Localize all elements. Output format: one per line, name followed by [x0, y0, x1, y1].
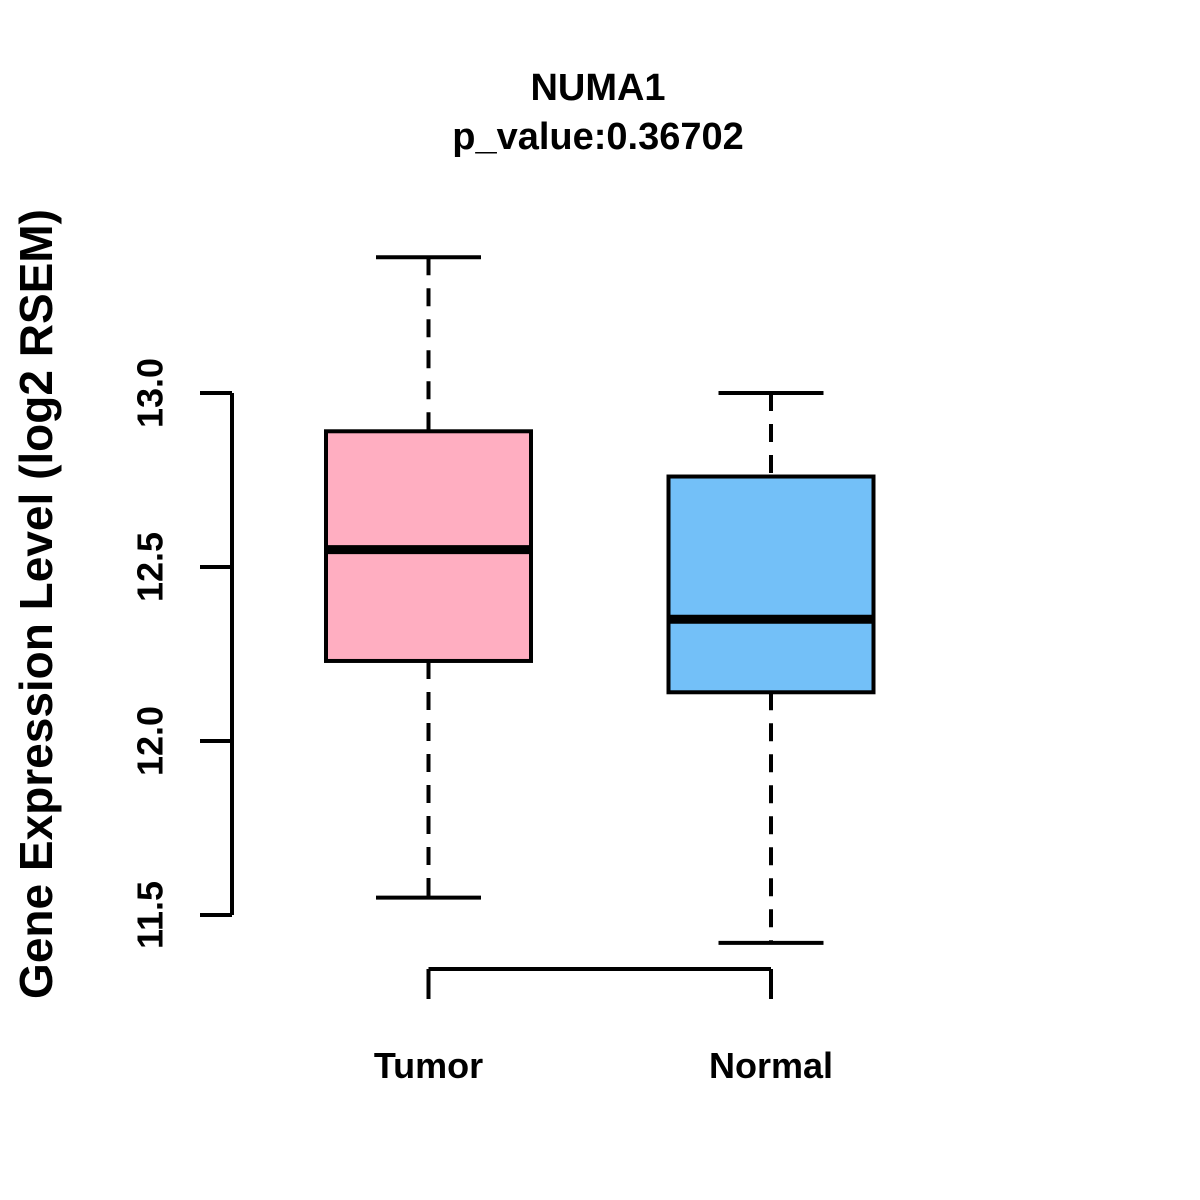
- chart-header: NUMA1 p_value:0.36702: [0, 64, 1196, 162]
- x-label-normal: Normal: [709, 1045, 833, 1086]
- y-axis-tick-label-12.5: 12.5: [130, 532, 171, 602]
- chart-subtitle: p_value:0.36702: [452, 116, 744, 158]
- y-axis-tick-label-13.0: 13.0: [130, 358, 171, 428]
- x-label-tumor: Tumor: [374, 1045, 483, 1086]
- chart-title: NUMA1: [530, 67, 666, 109]
- y-axis-title: Gene Expression Level (log2 RSEM): [10, 209, 62, 999]
- box-normal: [666, 474, 876, 695]
- y-axis-tick-label-12.0: 12.0: [130, 706, 171, 776]
- y-axis-tick-label-11.5: 11.5: [130, 881, 171, 949]
